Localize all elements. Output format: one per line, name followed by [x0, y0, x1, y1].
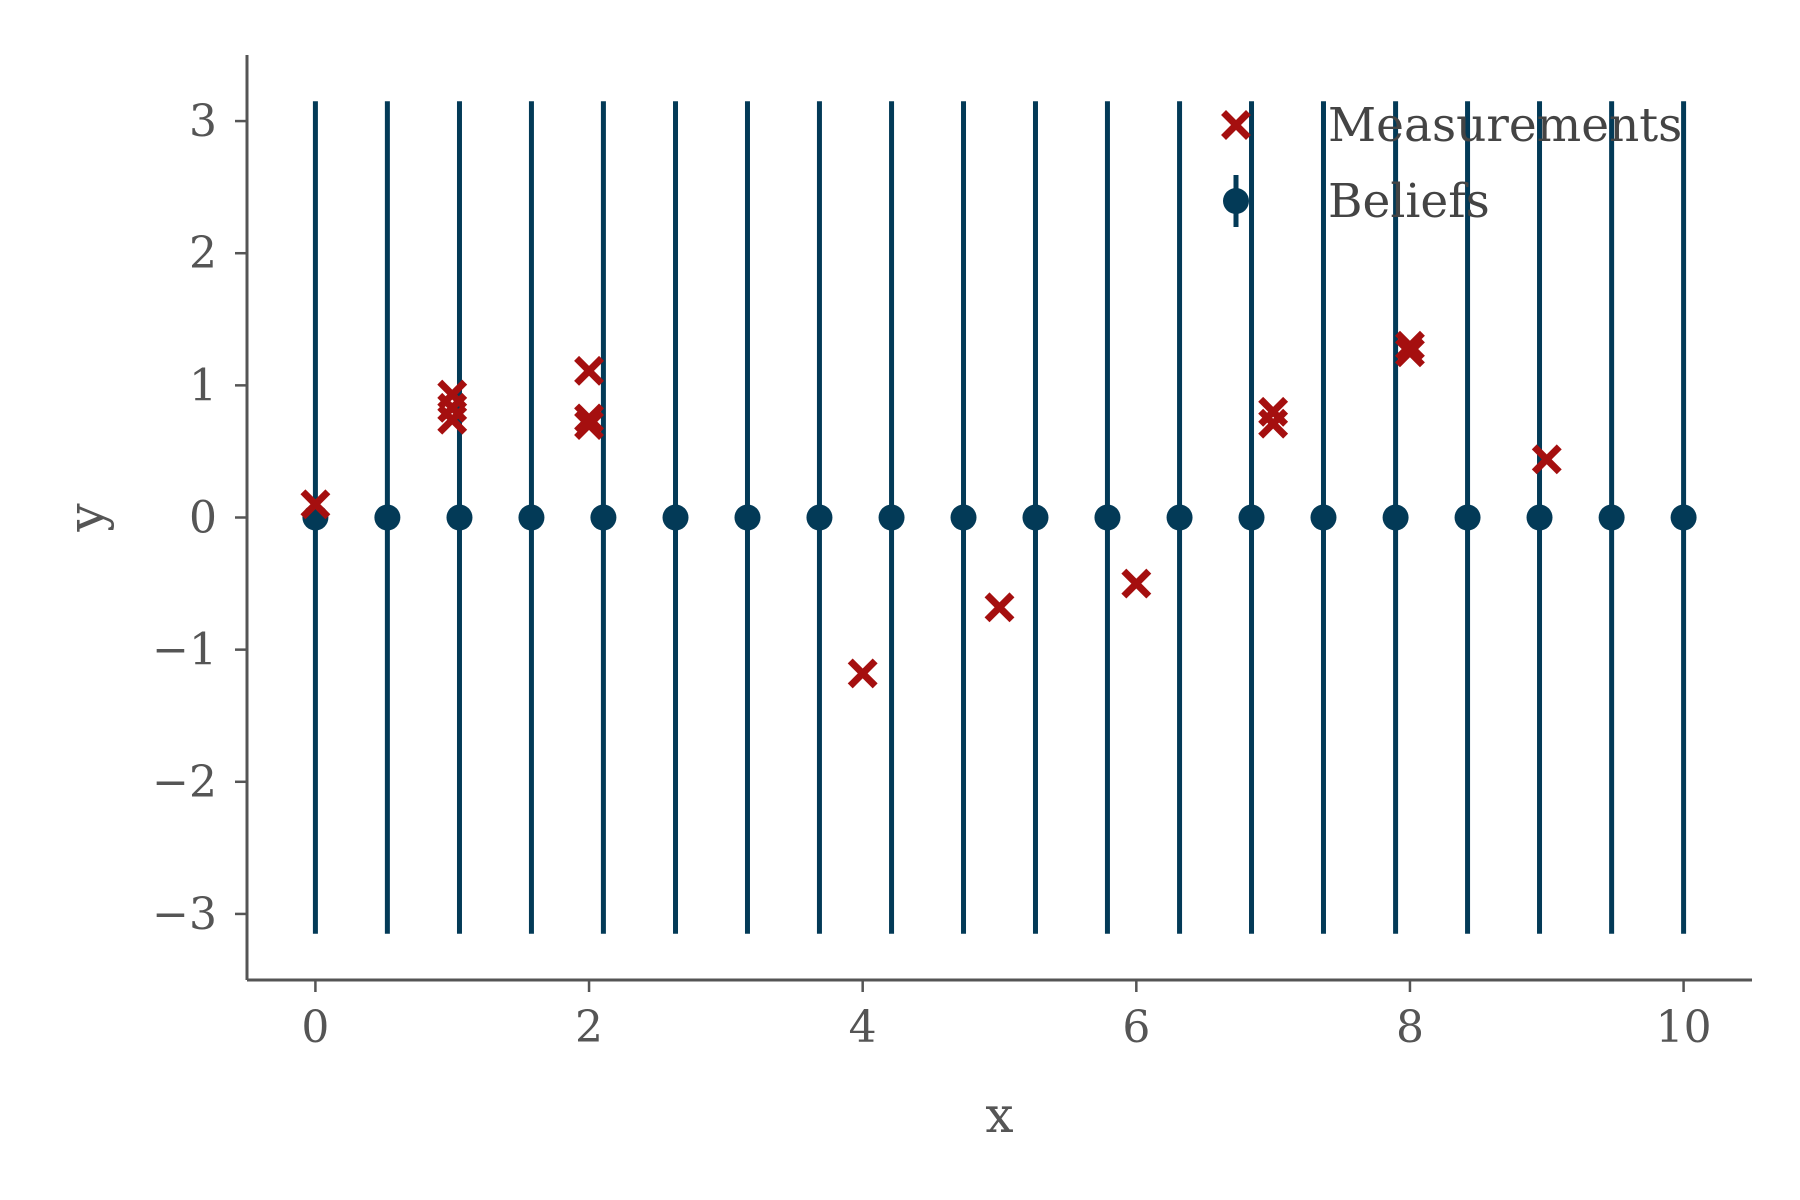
x-tick-label: 0 — [301, 1002, 329, 1053]
y-axis-label: y — [57, 503, 115, 533]
belief-point — [734, 504, 761, 531]
legend-beliefs-marker — [1223, 175, 1249, 227]
axes — [245, 55, 1752, 982]
belief-point — [806, 504, 833, 531]
x-tick-label: 10 — [1656, 1002, 1712, 1053]
y-tick-label: 0 — [189, 493, 217, 544]
belief-point — [1238, 504, 1265, 531]
measurement-point — [1258, 408, 1289, 439]
legend-measurements-label: Measurements — [1328, 98, 1682, 153]
belief-point — [1670, 504, 1697, 531]
belief-point — [1454, 504, 1481, 531]
y-tick-label: 2 — [189, 228, 217, 279]
belief-point — [1022, 504, 1049, 531]
measurement-point — [437, 404, 468, 435]
legend-x-marker — [1221, 110, 1251, 140]
measurement-point — [1395, 330, 1425, 361]
belief-point — [590, 504, 617, 531]
beliefs-series — [302, 101, 1697, 934]
legend: Measurements Beliefs — [1221, 98, 1682, 229]
belief-point — [446, 504, 473, 531]
belief-point — [1598, 504, 1625, 531]
measurement-point — [1395, 337, 1425, 368]
measurement-point — [300, 489, 331, 520]
belief-point — [374, 504, 401, 531]
x-tick-label: 6 — [1122, 1002, 1150, 1053]
belief-point — [878, 504, 905, 531]
y-tick-label: 3 — [189, 96, 217, 147]
measurement-point — [1121, 568, 1152, 599]
belief-point — [1166, 504, 1193, 531]
x-tick-label: 2 — [575, 1002, 603, 1053]
measurement-point — [574, 410, 604, 440]
belief-point — [950, 504, 977, 531]
belief-point — [1310, 504, 1337, 531]
belief-point — [1526, 504, 1553, 531]
x-tick-label: 8 — [1396, 1002, 1424, 1053]
y-tick-label: −2 — [152, 757, 217, 808]
measurement-point — [984, 592, 1015, 623]
belief-point — [518, 504, 545, 531]
measurement-point — [847, 658, 878, 689]
legend-measurements-marker — [1221, 110, 1251, 140]
belief-point — [1094, 504, 1121, 531]
legend-beliefs-label: Beliefs — [1328, 174, 1490, 229]
belief-point — [1382, 504, 1409, 531]
measurement-point — [574, 355, 604, 386]
x-tick-label: 4 — [849, 1002, 877, 1053]
y-tick-label: 1 — [189, 360, 217, 411]
x-axis-label: x — [985, 1086, 1013, 1144]
y-tick-label: −1 — [152, 625, 217, 676]
y-tick-label: −3 — [152, 889, 217, 940]
measurement-point — [574, 403, 604, 434]
measurements-series — [300, 330, 1562, 689]
measurement-point — [1531, 444, 1562, 475]
belief-point — [662, 504, 689, 531]
